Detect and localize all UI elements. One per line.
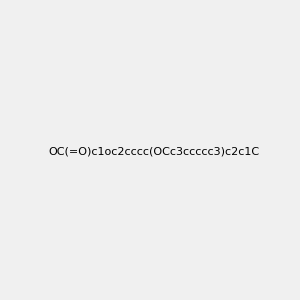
Text: OC(=O)c1oc2cccc(OCc3ccccc3)c2c1C: OC(=O)c1oc2cccc(OCc3ccccc3)c2c1C [48, 146, 259, 157]
